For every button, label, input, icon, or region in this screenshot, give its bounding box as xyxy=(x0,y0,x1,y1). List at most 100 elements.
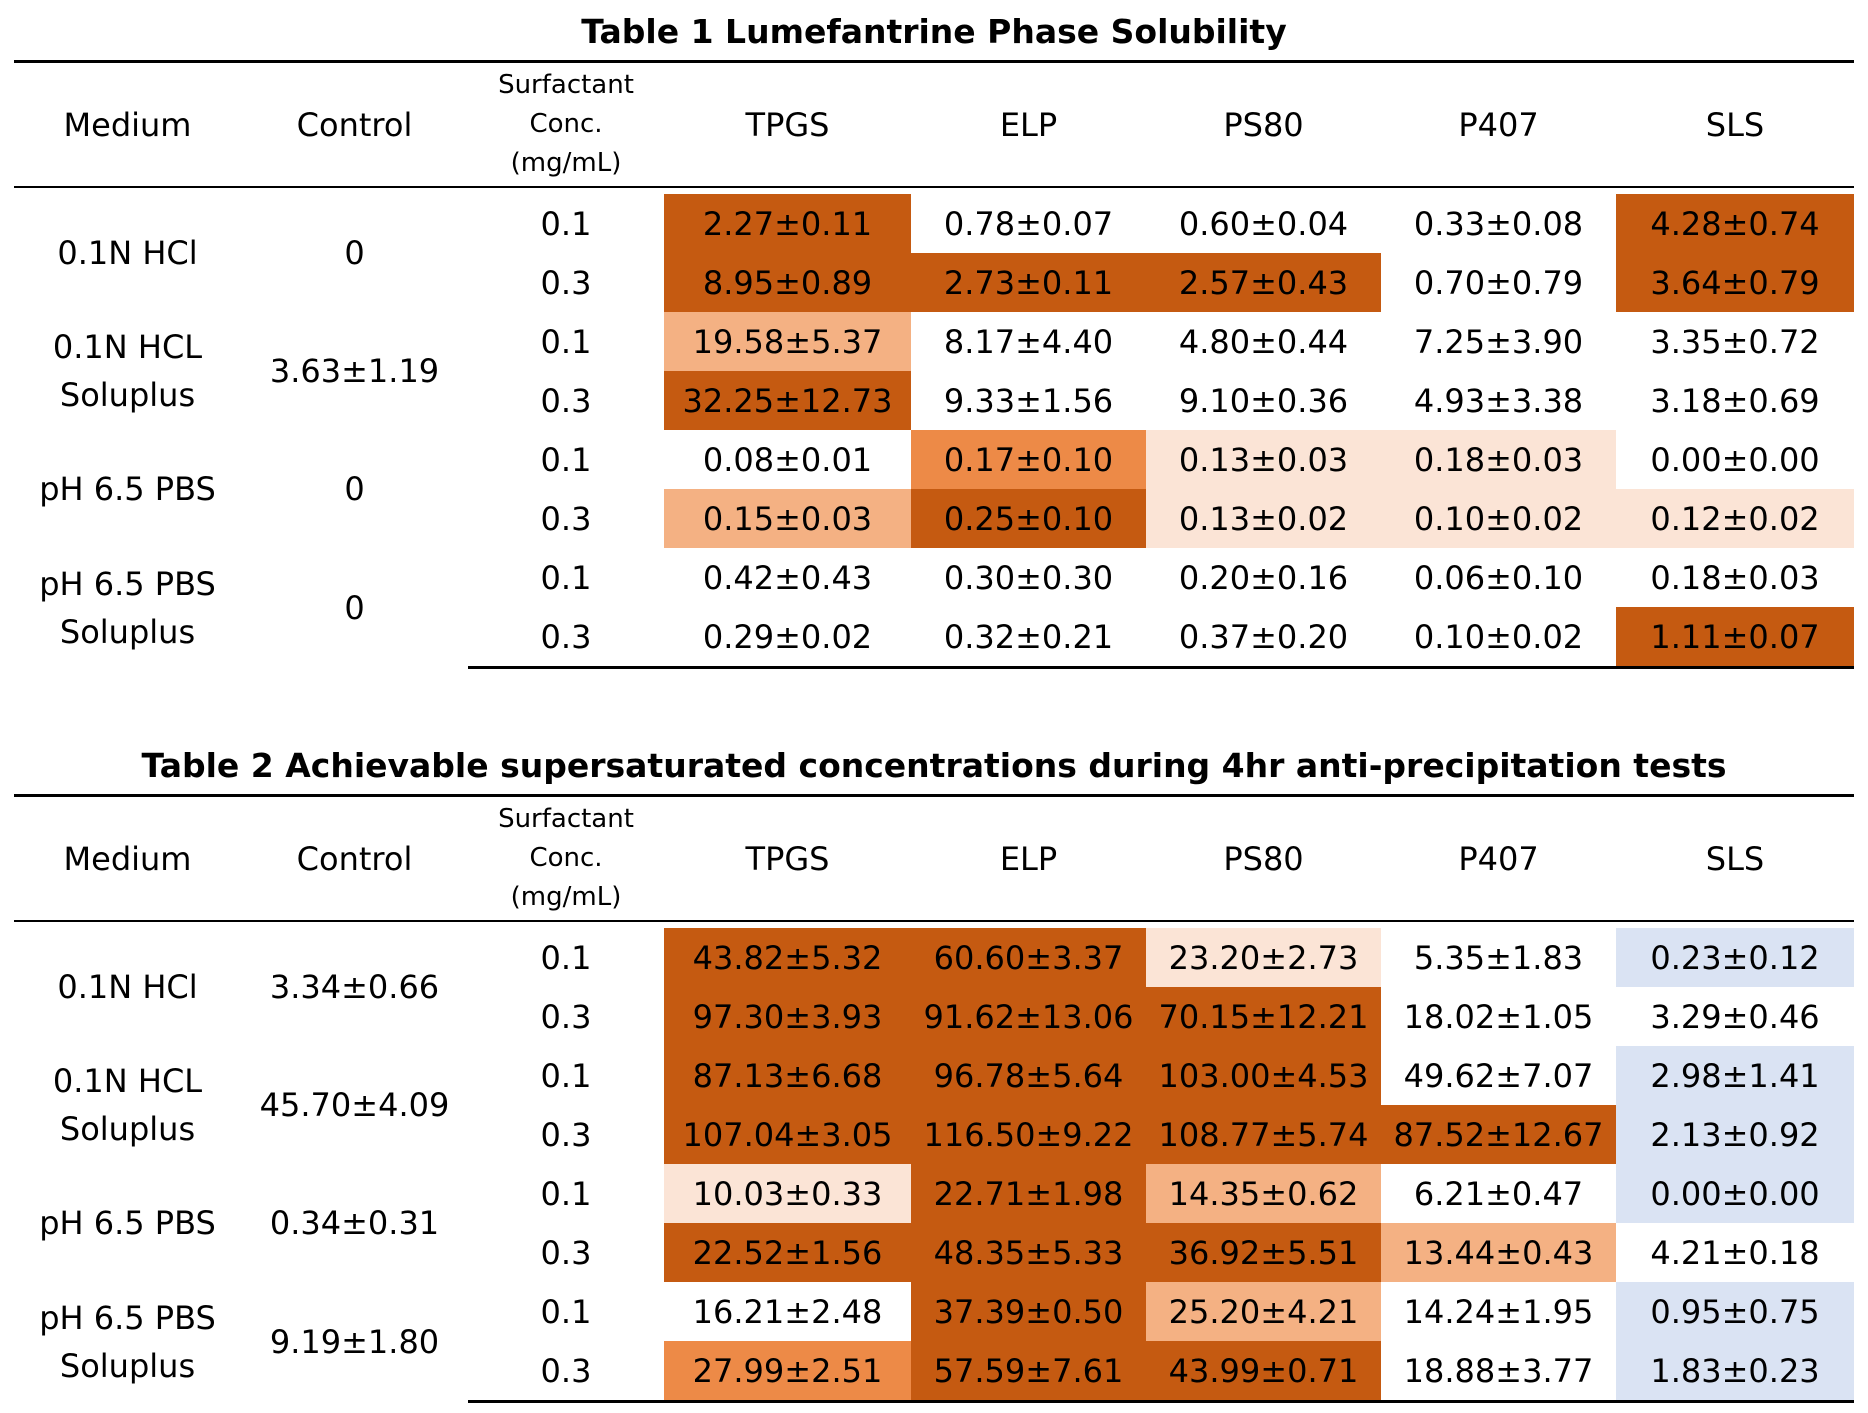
value-cell: 1.83±0.23 xyxy=(1616,1341,1854,1403)
value-cell: 2.73±0.11 xyxy=(911,253,1146,312)
value-cell: 32.25±12.73 xyxy=(664,371,911,430)
header-ps80: PS80 xyxy=(1146,794,1381,922)
value-cell: 8.17±4.40 xyxy=(911,312,1146,371)
control-cell: 0 xyxy=(344,234,365,272)
conc-cell: 0.1 xyxy=(540,1056,592,1095)
control-cell: 3.63±1.19 xyxy=(269,352,440,390)
medium-label: Soluplus xyxy=(59,612,196,651)
value-cell: 0.00±0.00 xyxy=(1616,1164,1854,1223)
value-cell: 0.42±0.43 xyxy=(664,548,911,607)
header-tpgs: TPGS xyxy=(664,60,911,188)
control-cell: 0.34±0.31 xyxy=(269,1204,440,1242)
medium-cell: 0.1N HCL Soluplus xyxy=(14,312,241,430)
table-row: pH 6.5 PBS Soluplus 9.19±1.80 0.1 16.21±2.48… xyxy=(14,1282,1854,1385)
value-cell: 48.35±5.33 xyxy=(911,1223,1146,1282)
value-cell: 3.64±0.79 xyxy=(1616,253,1854,312)
header-conc-line: Conc. xyxy=(529,109,603,139)
header-control: Control xyxy=(241,60,468,188)
table-2-header-row: Medium Control Surfactant Conc. (mg/mL) TP… xyxy=(14,794,1854,922)
table-row: 0.1N HCl 3.34±0.66 0.1 43.82±5.32 60.60±3.37… xyxy=(14,928,1854,1006)
value-cell: 9.10±0.36 xyxy=(1146,371,1381,430)
table-row: 0.3 22.52±1.56 48.35±5.33 36.92±5.51 13.44±0… xyxy=(14,1223,1854,1282)
header-conc-line: (mg/mL) xyxy=(510,882,622,912)
value-cell: 43.99±0.71 xyxy=(1146,1341,1381,1403)
header-conc-line: Surfactant xyxy=(498,804,634,834)
value-cell: 0.25±0.10 xyxy=(911,489,1146,548)
header-surfactant-conc: Surfactant Conc. (mg/mL) xyxy=(468,794,664,922)
value-cell: 7.25±3.90 xyxy=(1381,312,1616,371)
header-p407: P407 xyxy=(1381,60,1616,188)
value-cell: 0.95±0.75 xyxy=(1616,1282,1854,1341)
value-cell: 60.60±3.37 xyxy=(911,928,1146,987)
value-cell: 0.12±0.02 xyxy=(1616,489,1854,548)
header-conc-line: Surfactant xyxy=(498,70,634,100)
medium-cell: 0.1N HCl xyxy=(14,928,241,1046)
value-cell: 25.20±4.21 xyxy=(1146,1282,1381,1341)
value-cell: 6.21±0.47 xyxy=(1381,1164,1616,1223)
value-cell: 0.17±0.10 xyxy=(911,430,1146,489)
table-row: 0.3 0.29±0.02 0.32±0.21 0.37±0.20 0.10±0.02 1… xyxy=(14,607,1854,669)
header-control: Control xyxy=(241,794,468,922)
header-elp: ELP xyxy=(911,60,1146,188)
conc-cell: 0.3 xyxy=(540,263,592,302)
value-cell: 0.37±0.20 xyxy=(1146,607,1381,669)
value-cell: 18.88±3.77 xyxy=(1381,1341,1616,1403)
value-cell: 14.24±1.95 xyxy=(1381,1282,1616,1341)
table-row: 0.1N HCL Soluplus 3.63±1.19 0.1 19.58±5.37 8.… xyxy=(14,312,1854,414)
value-cell: 4.28±0.74 xyxy=(1616,194,1854,253)
table-2: Table 2 Achievable supersaturated concen… xyxy=(14,738,1854,1403)
value-cell: 36.92±5.51 xyxy=(1146,1223,1381,1282)
medium-cell: pH 6.5 PBS xyxy=(14,1164,241,1282)
conc-cell: 0.3 xyxy=(540,997,592,1036)
value-cell: 5.35±1.83 xyxy=(1381,928,1616,987)
control-cell: 0 xyxy=(344,588,365,627)
header-tpgs: TPGS xyxy=(664,794,911,922)
conc-cell: 0.1 xyxy=(540,1174,592,1213)
control-cell: 0 xyxy=(344,470,365,508)
control-cell: 3.34±0.66 xyxy=(269,968,440,1006)
table-1-title: Table 1 Lumefantrine Phase Solubility xyxy=(581,12,1287,51)
medium-cell: pH 6.5 PBS xyxy=(14,430,241,548)
value-cell: 4.80±0.44 xyxy=(1146,312,1381,371)
medium-label: pH 6.5 PBS xyxy=(39,564,216,603)
value-cell: 87.13±6.68 xyxy=(664,1046,911,1105)
medium-cell: 0.1N HCL Soluplus xyxy=(14,1046,241,1164)
header-ps80: PS80 xyxy=(1146,60,1381,188)
value-cell: 3.29±0.46 xyxy=(1616,987,1854,1046)
value-cell: 3.18±0.69 xyxy=(1616,371,1854,430)
table-row: 0.1N HCL Soluplus 45.70±4.09 0.1 87.13±6.68 9… xyxy=(14,1046,1854,1148)
value-cell: 96.78±5.64 xyxy=(911,1046,1146,1105)
value-cell: 49.62±7.07 xyxy=(1381,1046,1616,1105)
value-cell: 0.06±0.10 xyxy=(1381,548,1616,607)
value-cell: 0.70±0.79 xyxy=(1381,253,1616,312)
table-row: pH 6.5 PBS 0.34±0.31 0.1 10.03±0.33 22.71±1.… xyxy=(14,1164,1854,1242)
table-2-body: 0.1N HCl 3.34±0.66 0.1 43.82±5.32 60.60±3.37… xyxy=(14,921,1854,1403)
spacer-cell xyxy=(14,187,1854,194)
value-cell: 0.15±0.03 xyxy=(664,489,911,548)
conc-cell: 0.3 xyxy=(540,1115,592,1154)
value-cell: 0.10±0.02 xyxy=(1381,607,1616,669)
value-cell: 2.27±0.11 xyxy=(664,194,911,253)
value-cell: 0.78±0.07 xyxy=(911,194,1146,253)
header-p407: P407 xyxy=(1381,794,1616,922)
value-cell: 0.29±0.02 xyxy=(664,607,911,669)
value-cell: 13.44±0.43 xyxy=(1381,1223,1616,1282)
value-cell: 2.57±0.43 xyxy=(1146,253,1381,312)
value-cell: 0.18±0.03 xyxy=(1616,548,1854,607)
table-row: 0.3 8.95±0.89 2.73±0.11 2.57±0.43 0.70±0.79 3… xyxy=(14,253,1854,312)
value-cell: 103.00±4.53 xyxy=(1146,1046,1381,1105)
medium-label: pH 6.5 PBS xyxy=(39,1298,216,1337)
value-cell: 18.02±1.05 xyxy=(1381,987,1616,1046)
header-sls: SLS xyxy=(1616,794,1854,922)
table-1: Table 1 Lumefantrine Phase Solubility Me… xyxy=(14,4,1854,669)
conc-cell: 0.1 xyxy=(540,204,592,243)
medium-label: 0.1N HCL xyxy=(52,328,203,366)
conc-cell: 0.1 xyxy=(540,558,592,597)
spacer-row xyxy=(14,187,1854,194)
value-cell: 87.52±12.67 xyxy=(1381,1105,1616,1164)
value-cell: 0.20±0.16 xyxy=(1146,548,1381,607)
value-cell: 91.62±13.06 xyxy=(911,987,1146,1046)
medium-cell: 0.1N HCl xyxy=(14,194,241,312)
medium-label: 0.1N HCl xyxy=(57,234,198,272)
header-conc-line: (mg/mL) xyxy=(510,148,622,178)
